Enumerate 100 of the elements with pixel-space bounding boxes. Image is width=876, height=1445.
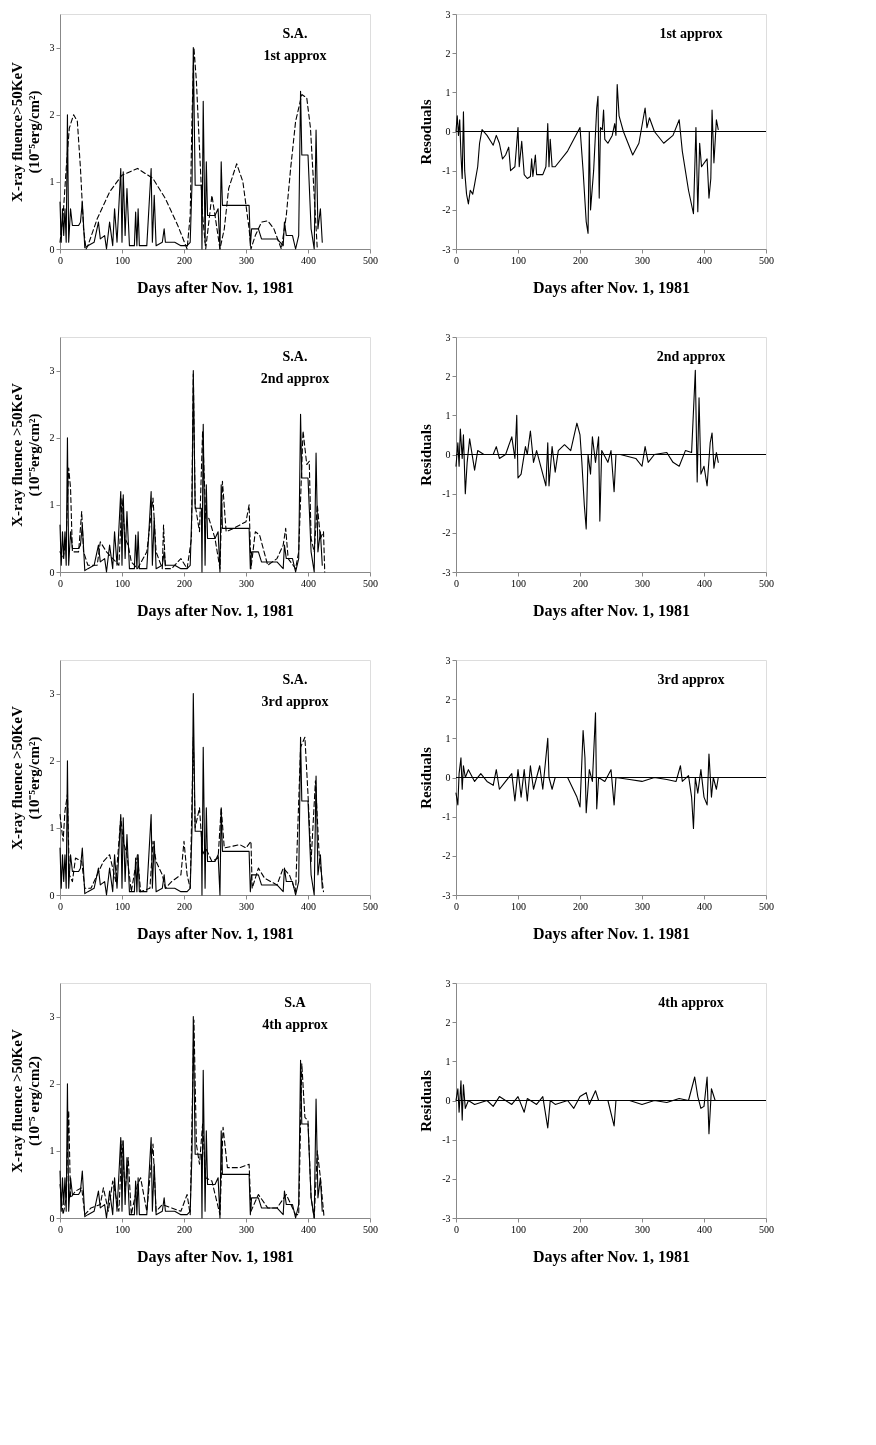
x-tick-label: 200: [177, 254, 192, 266]
x-axis-title: Days after Nov. 1, 1981: [532, 1247, 691, 1266]
y-tick-label: 0: [49, 1212, 55, 1224]
annotation: 2nd approx: [260, 371, 330, 386]
x-tick-label: 100: [115, 254, 130, 266]
x-tick-label: 100: [511, 900, 526, 912]
x-tick-label: 100: [511, 1223, 526, 1235]
x-tick-label: 400: [697, 577, 712, 589]
annotation: 4th approx: [658, 995, 724, 1010]
y-tick-label: 2: [49, 109, 55, 121]
x-tick-label: 500: [363, 1223, 378, 1235]
x-tick-label: 300: [635, 900, 650, 912]
x-tick-label: 100: [115, 900, 130, 912]
y-tick-label: 2: [445, 1016, 451, 1028]
x-tick-label: 200: [177, 1223, 192, 1235]
y-tick-label: 3: [445, 8, 451, 20]
y-tick-label: 0: [445, 1095, 451, 1106]
y-tick-label: -1: [442, 488, 451, 500]
y-axis-title: X-ray fluence >50KeV (10⁻⁵erg/cm²): [8, 383, 43, 527]
annotation: 3rd approx: [657, 672, 725, 687]
annotation: S.A.: [282, 672, 308, 687]
y-tick-label: 3: [445, 331, 451, 343]
x-axis-title: Days after Nov. 1, 1981: [136, 1247, 295, 1266]
y-tick-label: -2: [442, 527, 451, 539]
y-tick-label: 3: [445, 977, 451, 989]
y-tick-label: 1: [49, 822, 55, 834]
x-tick-label: 100: [115, 577, 130, 589]
y-tick-label: 2: [49, 432, 55, 444]
x-tick-label: 0: [454, 900, 459, 912]
y-tick-label: 0: [49, 889, 55, 901]
x-tick-label: 300: [239, 577, 254, 589]
x-axis-title: Days after Nov. 1, 1981: [532, 601, 691, 620]
x-tick-label: 0: [58, 254, 63, 266]
y-axis-title: Resoduals: [418, 99, 435, 165]
y-tick-label: -3: [442, 889, 451, 901]
y-tick-label: 1: [49, 176, 55, 188]
annotation: S.A.: [282, 26, 308, 41]
y-tick-label: 2: [445, 370, 451, 382]
x-tick-label: 0: [454, 254, 459, 266]
x-tick-label: 300: [239, 900, 254, 912]
y-tick-label: 0: [445, 772, 451, 783]
y-tick-label: 3: [49, 42, 55, 54]
y-tick-label: -2: [442, 850, 451, 862]
y-tick-label: 1: [445, 86, 451, 98]
x-tick-label: 200: [573, 577, 588, 589]
x-tick-label: 0: [454, 577, 459, 589]
x-tick-label: 400: [301, 1223, 316, 1235]
x-tick-label: 200: [177, 900, 192, 912]
y-tick-label: -2: [442, 1173, 451, 1185]
y-tick-label: 1: [445, 1055, 451, 1067]
annotation: 1st approx: [659, 26, 723, 41]
x-tick-label: 0: [58, 1223, 63, 1235]
y-axis-title: Residuals: [418, 424, 435, 486]
x-tick-label: 400: [697, 1223, 712, 1235]
x-tick-label: 500: [759, 577, 774, 589]
x-tick-label: 300: [635, 1223, 650, 1235]
x-tick-label: 500: [363, 577, 378, 589]
x-tick-label: 400: [301, 254, 316, 266]
y-axis-title: X-ray fluence >50KeV (10⁻⁵erg/cm²): [8, 706, 43, 850]
y-tick-label: -1: [442, 811, 451, 823]
annotation: S.A.: [282, 349, 308, 364]
x-tick-label: 500: [363, 254, 378, 266]
x-tick-label: 500: [363, 900, 378, 912]
x-tick-label: 300: [239, 254, 254, 266]
x-tick-label: 300: [635, 254, 650, 266]
y-tick-label: -1: [442, 165, 451, 177]
x-tick-label: 400: [301, 900, 316, 912]
y-tick-label: 1: [445, 732, 451, 744]
annotation: 3rd approx: [261, 694, 329, 709]
y-tick-label: -1: [442, 1134, 451, 1146]
y-axis-title: Residuals: [418, 747, 435, 809]
x-tick-label: 200: [573, 900, 588, 912]
x-tick-label: 500: [759, 900, 774, 912]
y-tick-label: -3: [442, 243, 451, 255]
x-tick-label: 400: [697, 900, 712, 912]
y-tick-label: -3: [442, 566, 451, 578]
x-tick-label: 400: [697, 254, 712, 266]
y-tick-label: -3: [442, 1212, 451, 1224]
y-tick-label: 0: [49, 243, 55, 255]
x-tick-label: 100: [511, 577, 526, 589]
y-tick-label: 2: [49, 755, 55, 767]
annotation: 2nd approx: [656, 349, 726, 364]
y-tick-label: 3: [445, 654, 451, 666]
x-axis-title: Days after Nov. 1, 1981: [136, 278, 295, 297]
x-axis-title: Days after Nov. 1, 1981: [136, 601, 295, 620]
y-axis-title: X-ray fluence>50KeV (10⁻⁵erg/cm²): [8, 61, 43, 202]
x-tick-label: 200: [573, 1223, 588, 1235]
annotation: S.A: [284, 995, 307, 1010]
x-tick-label: 0: [454, 1223, 459, 1235]
x-tick-label: 500: [759, 254, 774, 266]
x-tick-label: 200: [177, 577, 192, 589]
y-tick-label: 1: [445, 409, 451, 421]
y-tick-label: 3: [49, 365, 55, 377]
x-axis-title: Days after Nov. 1, 1981: [136, 924, 295, 943]
x-axis-title: Days after Nov. 1. 1981: [532, 924, 691, 943]
annotation: 1st approx: [263, 48, 327, 63]
y-tick-label: 1: [49, 499, 55, 511]
x-tick-label: 400: [301, 577, 316, 589]
y-tick-label: 3: [49, 1011, 55, 1023]
x-tick-label: 300: [239, 1223, 254, 1235]
